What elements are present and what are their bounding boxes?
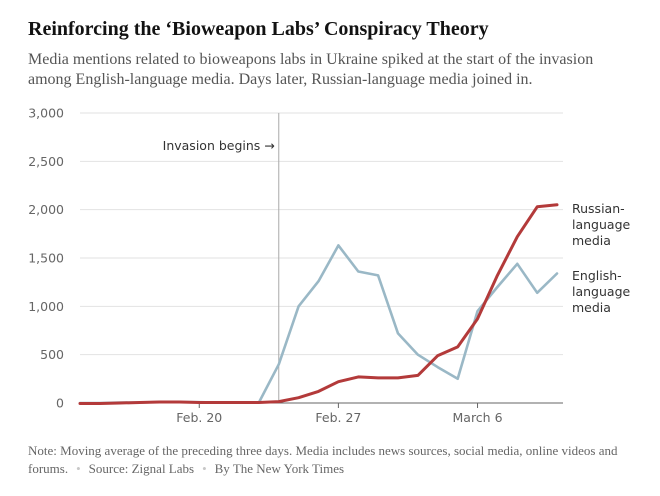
y-tick-label: 500	[40, 347, 64, 362]
annotations: Invasion begins →	[163, 113, 280, 403]
russian-series-line	[78, 203, 559, 405]
subtitle-line: among English-language media. Days later…	[28, 71, 533, 88]
y-tick-label: 2,500	[28, 154, 64, 169]
english-series-label: language	[572, 284, 631, 299]
x-axis-ticks: Feb. 20 Feb. 27 March 6	[176, 403, 503, 425]
subtitle-line: Media mentions related to bioweapons lab…	[28, 51, 594, 68]
russian-series-label: language	[572, 217, 631, 232]
english-series-line	[78, 244, 559, 405]
x-tick-label: Feb. 27	[315, 410, 361, 425]
chart-note: Note: Moving average of the preceding th…	[28, 442, 638, 478]
note-byline: By The New York Times	[214, 461, 345, 476]
x-tick-label: Feb. 20	[176, 410, 222, 425]
russian-series-label: Russian-	[572, 201, 625, 216]
y-axis-ticks: 0 500 1,000 1,500 2,000 2,500 3,000	[28, 106, 64, 411]
gridlines	[80, 112, 563, 404]
y-tick-label: 0	[56, 396, 64, 411]
y-tick-label: 1,000	[28, 299, 64, 314]
separator-dot: •	[202, 461, 207, 476]
english-series-label: English-	[572, 268, 622, 283]
series-labels: English-languagemediaRussian-languagemed…	[572, 201, 631, 315]
series-lines	[78, 203, 559, 405]
note-text: Note: Moving average of the preceding th…	[28, 443, 618, 476]
note-source: Source: Zignal Labs	[88, 461, 195, 476]
chart-title: Reinforcing the ‘Bioweapon Labs’ Conspir…	[28, 18, 489, 40]
russian-series-label: media	[572, 233, 611, 248]
separator-dot: •	[76, 461, 81, 476]
y-tick-label: 1,500	[28, 251, 64, 266]
english-series-label: media	[572, 300, 611, 315]
invasion-annotation-label: Invasion begins →	[163, 138, 275, 153]
y-tick-label: 3,000	[28, 106, 64, 121]
y-tick-label: 2,000	[28, 202, 64, 217]
x-tick-label: March 6	[453, 410, 503, 425]
chart-subtitle: Media mentions related to bioweapons lab…	[28, 50, 638, 90]
